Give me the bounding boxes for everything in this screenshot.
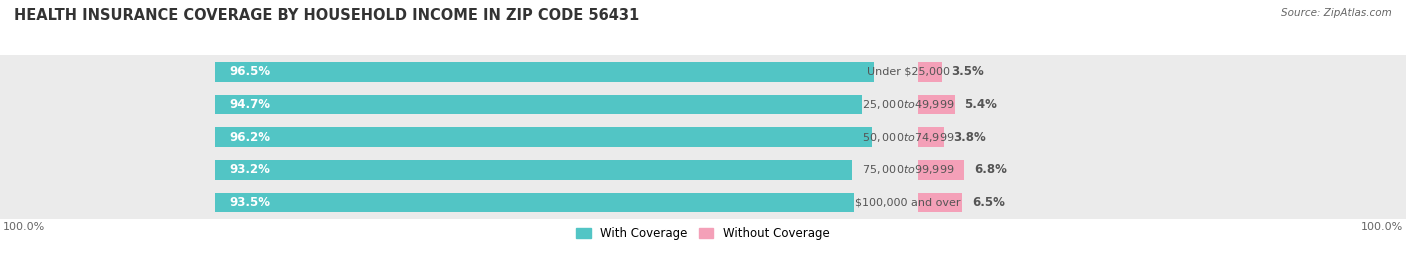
Text: 3.5%: 3.5% bbox=[952, 65, 984, 78]
Text: 100.0%: 100.0% bbox=[1361, 222, 1403, 232]
Bar bbox=[0, 55, 1406, 88]
Text: 94.7%: 94.7% bbox=[229, 98, 270, 111]
Text: 5.4%: 5.4% bbox=[965, 98, 997, 111]
Bar bbox=[0, 154, 1406, 186]
Text: Source: ZipAtlas.com: Source: ZipAtlas.com bbox=[1281, 8, 1392, 18]
Text: 96.5%: 96.5% bbox=[229, 65, 270, 78]
Text: $100,000 and over: $100,000 and over bbox=[855, 198, 960, 208]
Text: 93.5%: 93.5% bbox=[229, 196, 270, 209]
Text: HEALTH INSURANCE COVERAGE BY HOUSEHOLD INCOME IN ZIP CODE 56431: HEALTH INSURANCE COVERAGE BY HOUSEHOLD I… bbox=[14, 8, 640, 23]
Bar bbox=[918, 95, 955, 114]
Text: 100.0%: 100.0% bbox=[3, 222, 45, 232]
Bar bbox=[0, 121, 1406, 154]
Bar bbox=[215, 128, 872, 147]
Text: $75,000 to $99,999: $75,000 to $99,999 bbox=[862, 163, 955, 176]
Bar bbox=[0, 88, 1406, 121]
Text: 93.2%: 93.2% bbox=[229, 163, 270, 176]
Bar bbox=[918, 128, 943, 147]
Text: $50,000 to $74,999: $50,000 to $74,999 bbox=[862, 131, 955, 144]
Bar bbox=[215, 193, 853, 213]
Text: $25,000 to $49,999: $25,000 to $49,999 bbox=[862, 98, 955, 111]
Bar bbox=[215, 95, 862, 114]
Text: 6.8%: 6.8% bbox=[974, 163, 1007, 176]
Bar bbox=[918, 160, 965, 180]
Text: 6.5%: 6.5% bbox=[972, 196, 1005, 209]
Bar bbox=[918, 193, 962, 213]
Bar bbox=[215, 62, 875, 82]
Text: 3.8%: 3.8% bbox=[953, 131, 986, 144]
Legend: With Coverage, Without Coverage: With Coverage, Without Coverage bbox=[572, 222, 834, 245]
Bar bbox=[215, 160, 852, 180]
Text: Under $25,000: Under $25,000 bbox=[866, 67, 949, 77]
Bar bbox=[918, 62, 942, 82]
Text: 96.2%: 96.2% bbox=[229, 131, 270, 144]
Bar bbox=[0, 186, 1406, 219]
